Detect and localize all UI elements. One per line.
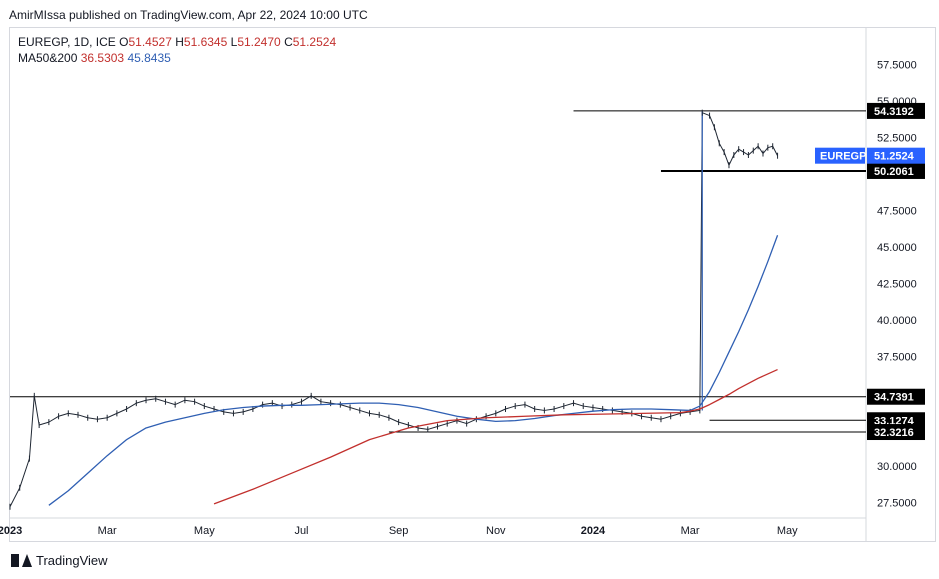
level-tag xyxy=(867,102,925,119)
x-tick-label: 2023 xyxy=(0,525,22,537)
level-tag-label: 32.3216 xyxy=(874,427,914,439)
x-tick-label: 2024 xyxy=(581,525,606,537)
legend-close-label: C xyxy=(284,35,293,49)
legend-ma-label: MA50&200 xyxy=(18,51,78,65)
publish-header: AmirMIssa published on TradingView.com, … xyxy=(9,8,368,22)
legend-open: 51.4527 xyxy=(128,35,172,49)
grid-layer xyxy=(10,28,867,541)
legend-ma50-value: 36.5303 xyxy=(80,51,125,65)
y-tick-label: 57.5000 xyxy=(877,59,917,71)
level-tag-label: 34.7391 xyxy=(874,392,914,404)
series-line-ma50 xyxy=(48,235,779,506)
legend-low: 51.2470 xyxy=(237,35,281,49)
series-layer xyxy=(9,109,779,510)
x-tick-label: May xyxy=(777,525,798,537)
tradingview-logo-icon xyxy=(11,554,32,567)
legend-ma200-value: 45.8435 xyxy=(127,51,171,65)
footer-brand-text: TradingView xyxy=(36,553,108,568)
legend-symbol: EUREGP, 1D, ICE xyxy=(18,35,116,49)
level-tag xyxy=(867,162,925,179)
tag-layer: 54.319250.206134.739133.127432.3216EUREG… xyxy=(815,102,925,441)
legend-open-label: O xyxy=(119,35,129,49)
price-tag-value-box xyxy=(867,147,925,164)
chart-frame xyxy=(9,27,936,542)
price-tag-value: 51.2524 xyxy=(874,151,915,163)
legend-high: 51.6345 xyxy=(183,35,228,49)
level-tag xyxy=(867,388,925,405)
y-tick-label: 52.5000 xyxy=(877,132,917,144)
y-tick-label: 47.5000 xyxy=(877,205,917,217)
series-line-ma200 xyxy=(213,368,778,505)
legend-ma-row: MA50&200 36.5303 45.8435 xyxy=(18,50,336,66)
price-tag-symbol: EUREGP xyxy=(820,151,866,163)
x-tick-label: Mar xyxy=(98,525,117,537)
x-tick-label: May xyxy=(194,525,215,537)
axis-layer: 57.500055.000052.500047.500045.000042.50… xyxy=(0,59,917,537)
legend-close: 51.2524 xyxy=(292,35,337,49)
level-tag-label: 50.2061 xyxy=(874,166,914,178)
y-tick-label: 30.0000 xyxy=(877,461,917,473)
x-tick-label: Jul xyxy=(294,525,308,537)
level-tag-label: 54.3192 xyxy=(874,106,914,118)
level-layer xyxy=(10,110,866,433)
x-tick-label: Sep xyxy=(389,525,409,537)
chart-legend: EUREGP, 1D, ICE O51.4527 H51.6345 L51.24… xyxy=(18,34,336,66)
y-tick-label: 40.0000 xyxy=(877,315,917,327)
level-tag xyxy=(867,424,925,441)
y-tick-label: 45.0000 xyxy=(877,242,917,254)
legend-high-label: H xyxy=(175,35,184,49)
legend-ohlc-row: EUREGP, 1D, ICE O51.4527 H51.6345 L51.24… xyxy=(18,34,336,50)
y-tick-label: 27.5000 xyxy=(877,497,917,509)
y-tick-label: 42.5000 xyxy=(877,278,917,290)
footer-brand[interactable]: TradingView xyxy=(11,553,108,568)
price-tag-symbol-box xyxy=(815,147,865,164)
x-tick-label: Nov xyxy=(486,525,506,537)
legend-low-label: L xyxy=(230,35,238,49)
x-tick-label: Mar xyxy=(681,525,700,537)
y-tick-label: 37.5000 xyxy=(877,351,917,363)
